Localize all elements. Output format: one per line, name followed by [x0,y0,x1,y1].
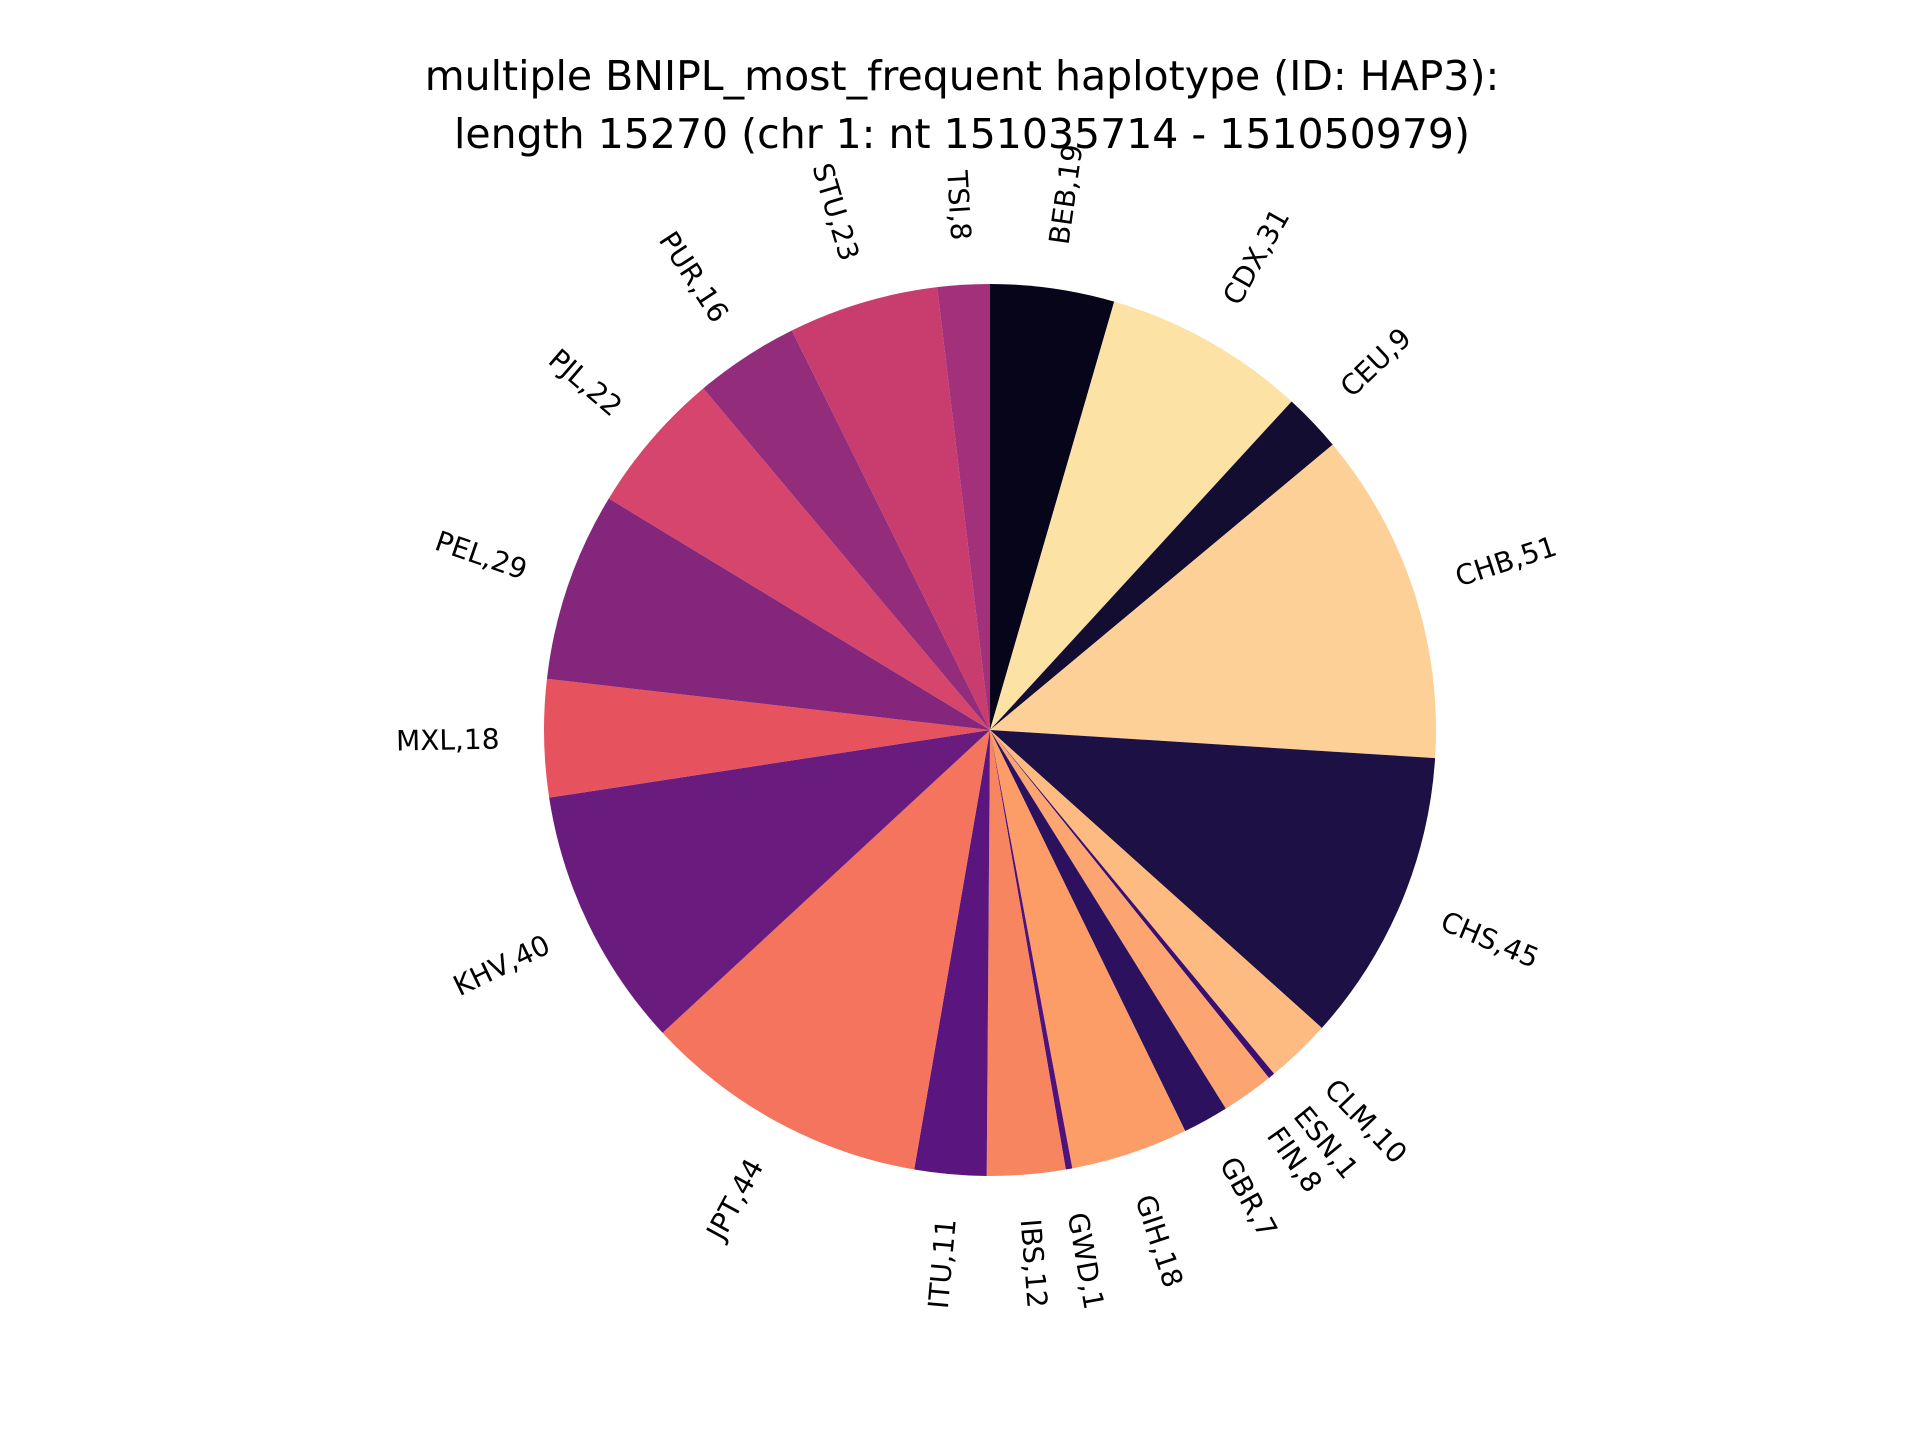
chart-title: multiple BNIPL_most_frequent haplotype (… [425,52,1500,100]
pie-label-mxl: MXL,18 [396,723,500,758]
pie-slice-clm [990,730,1322,1074]
pie-label-gbr: GBR,7 [1213,1151,1284,1243]
pie-slice-khv [549,730,990,1033]
pie-slice-pel [546,498,990,730]
pie-label-ibs: IBS,12 [1014,1218,1054,1310]
pie-slice-chb [990,444,1437,759]
pie-label-tsi: TSI,8 [940,169,977,242]
pie-slice-pur [703,330,990,730]
pie-slice-gbr [990,730,1226,1132]
pie-slice-gwd [990,730,1073,1170]
pie-slice-stu [791,287,990,730]
pie-slice-chs [990,730,1436,1028]
pie-slice-ceu [990,401,1333,730]
pie-label-jpt: JPT,44 [699,1153,770,1247]
pie-slice-gih [990,730,1186,1169]
pie-label-pjl: PJL,22 [542,342,628,423]
pie-slice-mxl [544,678,990,798]
chart-subtitle: length 15270 (chr 1: nt 151035714 - 1510… [454,110,1470,158]
pie-label-chb: CHB,51 [1451,530,1560,594]
pie-label-chs: CHS,45 [1436,905,1544,975]
pie-label-khv: KHV,40 [448,928,555,1003]
pie-label-gwd: GWD,1 [1061,1210,1111,1312]
pie-slice-cdx [990,301,1292,730]
pie-slice-jpt [662,730,990,1170]
pie-label-itu: ITU,11 [922,1217,963,1310]
pie-slice-beb [990,284,1115,730]
pie-slice-itu [914,730,990,1176]
pie-slice-esn [990,730,1275,1078]
pie-label-ceu: CEU,9 [1334,321,1418,403]
pie-label-pel: PEL,29 [431,524,531,586]
pie-slice-fin [990,730,1270,1109]
pie-label-pur: PUR,16 [652,226,735,329]
pie-label-gih: GIH,18 [1128,1191,1189,1292]
pie-label-cdx: CDX,31 [1216,203,1296,311]
pie-slice-tsi [937,284,990,730]
pie-slice-ibs [986,730,1066,1176]
pie-slices [544,284,1437,1176]
pie-label-stu: STU,23 [806,159,866,264]
pie-slice-pjl [608,388,990,730]
